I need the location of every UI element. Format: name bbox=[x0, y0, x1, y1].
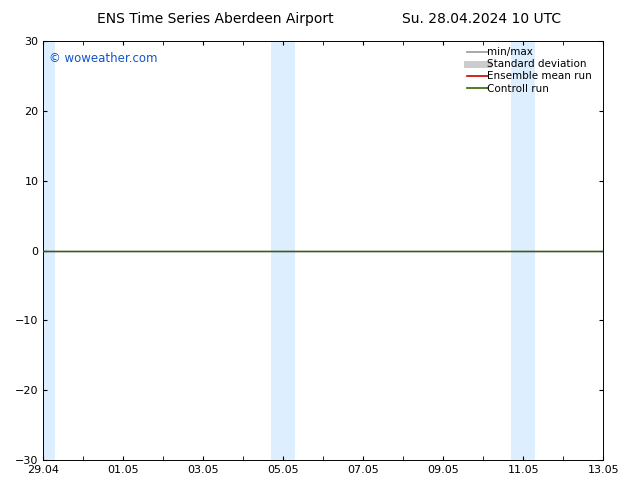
Text: Su. 28.04.2024 10 UTC: Su. 28.04.2024 10 UTC bbox=[403, 12, 561, 26]
Bar bbox=[523, 41, 535, 460]
Text: ENS Time Series Aberdeen Airport: ENS Time Series Aberdeen Airport bbox=[97, 12, 334, 26]
Bar bbox=[43, 41, 55, 460]
Bar bbox=[283, 41, 295, 460]
Bar bbox=[271, 41, 283, 460]
Bar bbox=[511, 41, 523, 460]
Legend: min/max, Standard deviation, Ensemble mean run, Controll run: min/max, Standard deviation, Ensemble me… bbox=[463, 43, 601, 98]
Text: © woweather.com: © woweather.com bbox=[49, 51, 157, 65]
